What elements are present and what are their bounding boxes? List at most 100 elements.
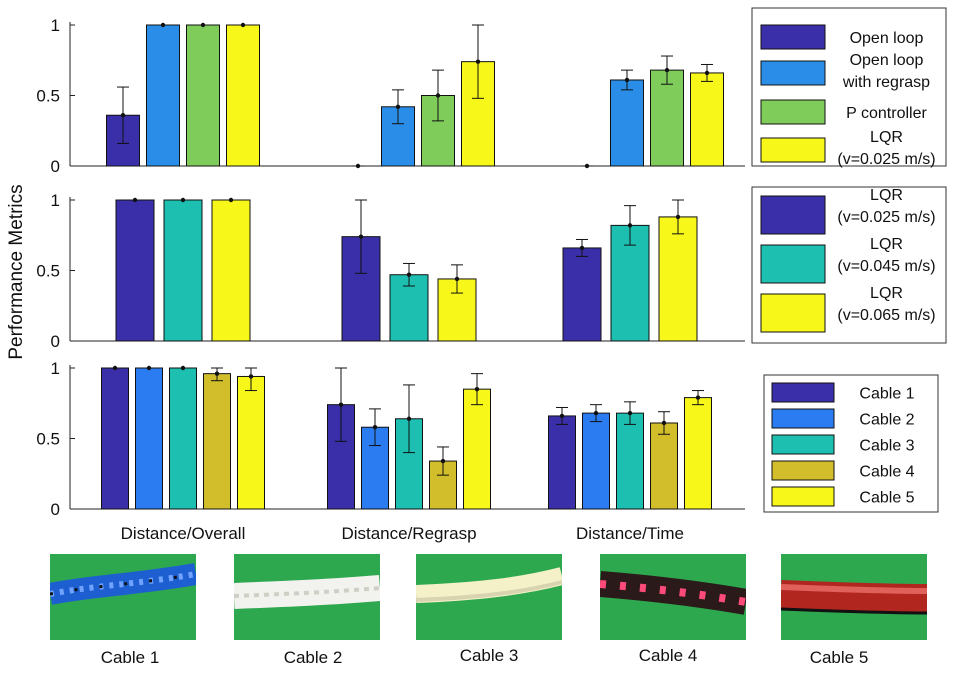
cable-3-photo xyxy=(416,554,562,640)
y-tick-label: 0 xyxy=(51,332,60,351)
y-axis-label: Performance Metrics xyxy=(6,184,27,359)
legend-label: (v=0.025 m/s) xyxy=(837,151,935,168)
bar xyxy=(226,24,260,167)
y-tick-label: 0 xyxy=(51,157,60,176)
bar xyxy=(562,247,602,342)
legend: LQR (v=0.025 m/s) LQR (v=0.045 m/s) LQR (v=0.… xyxy=(751,186,947,344)
bar xyxy=(463,388,491,510)
bar xyxy=(616,412,644,510)
legend-label: Cable 1 xyxy=(859,386,914,403)
legend-swatch xyxy=(771,460,835,481)
mean-dot xyxy=(146,365,152,371)
bar xyxy=(146,24,180,167)
mean-dot xyxy=(338,402,344,407)
mean-dot xyxy=(180,197,186,203)
legend-swatch xyxy=(771,434,835,455)
y-tick-label: 0.5 xyxy=(36,430,60,449)
legend-label: Cable 2 xyxy=(859,412,914,429)
legend-swatch xyxy=(760,99,826,125)
mean-dot xyxy=(435,93,441,98)
legend-swatch xyxy=(771,382,835,403)
mean-dot xyxy=(372,425,378,430)
mean-dot xyxy=(624,77,630,83)
legend-swatch xyxy=(760,195,826,235)
mean-dot xyxy=(132,197,138,203)
mean-dot xyxy=(355,163,361,169)
mean-dot xyxy=(661,420,667,426)
x-tick-label: Distance/Regrasp xyxy=(341,524,476,543)
mean-dot xyxy=(704,70,710,76)
legend-label: Cable 3 xyxy=(859,438,914,455)
mean-dot xyxy=(180,365,186,371)
mean-dot xyxy=(475,59,481,64)
legend-label: Cable 5 xyxy=(859,490,914,507)
mean-dot xyxy=(160,22,166,28)
mean-dot xyxy=(627,410,633,416)
legend-swatch xyxy=(760,137,826,163)
legend-label: (v=0.045 m/s) xyxy=(837,258,935,275)
legend-swatch xyxy=(771,408,835,429)
bar xyxy=(163,199,203,342)
bar xyxy=(237,375,265,510)
legend-label: (v=0.025 m/s) xyxy=(837,209,935,226)
legend-label: Open loop xyxy=(850,30,924,47)
legend-label: LQR xyxy=(870,285,903,302)
cable-2-caption: Cable 2 xyxy=(283,648,343,667)
cable-4-caption: Cable 4 xyxy=(638,646,698,665)
bar xyxy=(135,367,163,510)
mean-dot xyxy=(454,276,460,282)
y-tick-label: 0.5 xyxy=(36,262,60,281)
bar xyxy=(582,412,610,510)
mean-dot xyxy=(214,371,220,376)
legend-swatch xyxy=(760,244,826,284)
legend-label: Cable 4 xyxy=(859,464,914,481)
mean-dot xyxy=(474,386,480,392)
legend-label: P controller xyxy=(846,105,927,122)
mean-dot xyxy=(627,223,633,228)
legend-label: with regrasp xyxy=(842,74,930,91)
y-tick-label: 1 xyxy=(51,16,60,35)
legend-swatch xyxy=(760,60,826,86)
bar xyxy=(650,422,678,510)
mean-dot xyxy=(358,234,364,239)
legend: Open loop Open loop with regrasp P controll… xyxy=(751,7,947,168)
legend-label: LQR xyxy=(870,129,903,146)
cable-5-photo xyxy=(781,554,927,640)
mean-dot xyxy=(200,22,206,28)
mean-dot xyxy=(695,395,701,400)
y-tick-label: 0 xyxy=(51,500,60,519)
bar xyxy=(684,397,712,510)
panel-2: 00.51 LQR(v=0.025 m/s)LQR(v=0.045 m/s)LQR… xyxy=(36,186,947,351)
bar xyxy=(211,199,251,342)
x-tick-label: Distance/Overall xyxy=(121,524,246,543)
mean-dot xyxy=(440,458,446,464)
bar xyxy=(548,415,576,510)
cable-3-caption: Cable 3 xyxy=(459,646,519,665)
mean-dot xyxy=(664,67,670,73)
mean-dot xyxy=(395,104,401,109)
legend-swatch xyxy=(760,24,826,50)
cable-4-photo xyxy=(600,554,746,640)
mean-dot xyxy=(406,416,412,421)
mean-dot xyxy=(559,413,565,419)
legend-label: (v=0.065 m/s) xyxy=(837,307,935,324)
mean-dot xyxy=(112,365,118,371)
legend-label: LQR xyxy=(870,187,903,204)
y-tick-label: 1 xyxy=(51,359,60,378)
bar xyxy=(690,72,724,167)
bar xyxy=(658,216,698,342)
legend: Cable 1 Cable 2 Cable 3 Cable 4 Cable 5 xyxy=(763,374,939,513)
cable-2-photo xyxy=(234,554,380,640)
legend-swatch xyxy=(771,486,835,507)
legend-swatch xyxy=(760,293,826,333)
cable-1-caption: Cable 1 xyxy=(100,648,160,667)
mean-dot xyxy=(675,214,681,220)
x-tick-label: Distance/Time xyxy=(576,524,684,543)
panel-1: 0 0.5 1 Open loop Open loop with regrasp P con… xyxy=(36,7,947,176)
mean-dot xyxy=(248,374,254,379)
mean-dot xyxy=(593,410,599,416)
cable-1-photo xyxy=(50,554,196,640)
mean-dot xyxy=(228,197,234,203)
panel-3: 0 0.5 1 Distance/Overall Distance/Regrasp Dis… xyxy=(36,359,939,543)
